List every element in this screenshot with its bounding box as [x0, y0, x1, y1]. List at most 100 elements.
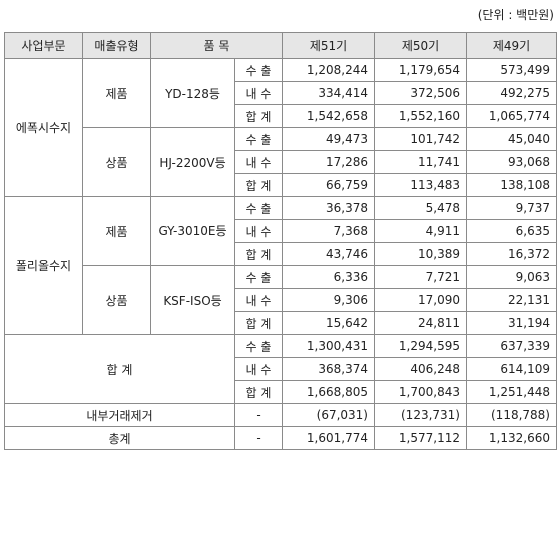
value-cell: 1,668,805: [282, 380, 375, 404]
value-cell: 138,108: [466, 173, 557, 197]
value-cell: 17,286: [282, 150, 375, 174]
table-row: 내 수 17,286 11,741 93,068: [5, 150, 557, 174]
value-cell: 113,483: [374, 173, 467, 197]
value-cell: 43,746: [282, 242, 375, 266]
table-row: 합 계 66,759 113,483 138,108: [5, 173, 557, 197]
header-segment: 사업부문: [4, 32, 83, 59]
table-row: 상품 HJ-2200V등 수 출 49,473 101,742 45,040: [5, 127, 557, 197]
value-cell: 7,721: [374, 265, 467, 289]
row-label: 합 계: [234, 380, 283, 404]
product-item: KSF-ISO등: [150, 265, 235, 335]
value-cell: (67,031): [282, 403, 375, 427]
header-period-49: 제49기: [466, 32, 557, 59]
value-cell: 15,642: [282, 311, 375, 335]
value-cell: 4,911: [374, 219, 467, 243]
value-cell: (118,788): [466, 403, 557, 427]
value-cell: 1,132,660: [466, 426, 557, 450]
value-cell: 6,336: [282, 265, 375, 289]
value-cell: 1,179,654: [374, 58, 467, 82]
value-cell: 9,306: [282, 288, 375, 312]
header-period-51: 제51기: [282, 32, 375, 59]
grand-total-label: 총계: [4, 426, 235, 450]
row-label: 수 출: [234, 58, 283, 82]
elimination-row: 내부거래제거 - (67,031) (123,731) (118,788): [4, 403, 557, 427]
header-item: 품 목: [150, 32, 283, 59]
value-cell: 406,248: [374, 357, 467, 381]
table-row: 합 계 15,642 24,811 31,194: [5, 311, 557, 335]
value-cell: 1,577,112: [374, 426, 467, 450]
sales-type: 상품: [82, 265, 151, 335]
value-cell: 1,601,774: [282, 426, 375, 450]
value-cell: 7,368: [282, 219, 375, 243]
sales-table: 사업부문 매출유형 품 목 제51기 제50기 제49기 에폭시수지 제품 YD…: [4, 32, 557, 450]
row-label: 수 출: [234, 127, 283, 151]
segment-name: 폴리올수지: [4, 196, 83, 335]
row-label: -: [234, 426, 283, 450]
value-cell: 31,194: [466, 311, 557, 335]
table-row: 내 수 9,306 17,090 22,131: [5, 288, 557, 312]
value-cell: 1,700,843: [374, 380, 467, 404]
value-cell: 5,478: [374, 196, 467, 220]
unit-label: (단위 : 백만원): [477, 8, 554, 22]
row-label: 내 수: [234, 357, 283, 381]
table-row: 합 계 수 출 1,300,431 1,294,595 637,339: [4, 334, 557, 404]
value-cell: 22,131: [466, 288, 557, 312]
row-label: 수 출: [234, 196, 283, 220]
value-cell: 637,339: [466, 334, 557, 358]
row-label: 합 계: [234, 173, 283, 197]
row-label: 내 수: [234, 150, 283, 174]
value-cell: 1,542,658: [282, 104, 375, 128]
value-cell: 17,090: [374, 288, 467, 312]
value-cell: 36,378: [282, 196, 375, 220]
value-cell: 93,068: [466, 150, 557, 174]
value-cell: 1,065,774: [466, 104, 557, 128]
table-row: 폴리올수지 제품 GY-3010E등 수 출 36,378 5,478 9,73…: [4, 196, 557, 335]
value-cell: 1,251,448: [466, 380, 557, 404]
sales-type: 제품: [82, 58, 151, 128]
table-row: 내 수 334,414 372,506 492,275: [5, 81, 557, 105]
value-cell: 1,552,160: [374, 104, 467, 128]
header-row: 사업부문 매출유형 품 목 제51기 제50기 제49기: [4, 32, 557, 59]
row-label: 내 수: [234, 288, 283, 312]
table-row: 합 계 43,746 10,389 16,372: [5, 242, 557, 266]
row-label: 내 수: [234, 81, 283, 105]
value-cell: 45,040: [466, 127, 557, 151]
value-cell: 24,811: [374, 311, 467, 335]
product-item: GY-3010E등: [150, 196, 235, 266]
value-cell: 49,473: [282, 127, 375, 151]
value-cell: 492,275: [466, 81, 557, 105]
table-row: 합 계 1,542,658 1,552,160 1,065,774: [5, 104, 557, 128]
row-label: 내 수: [234, 219, 283, 243]
row-label: 합 계: [234, 311, 283, 335]
sales-type: 제품: [82, 196, 151, 266]
value-cell: 11,741: [374, 150, 467, 174]
row-label: -: [234, 403, 283, 427]
row-label: 합 계: [234, 242, 283, 266]
grand-total-row: 총계 - 1,601,774 1,577,112 1,132,660: [4, 426, 557, 450]
table-row: 상품 KSF-ISO등 수 출 6,336 7,721 9,063: [5, 265, 557, 335]
header-period-50: 제50기: [374, 32, 467, 59]
product-item: HJ-2200V등: [150, 127, 235, 197]
header-sales-type: 매출유형: [82, 32, 151, 59]
value-cell: 334,414: [282, 81, 375, 105]
row-label: 수 출: [234, 265, 283, 289]
table-row: 내 수 7,368 4,911 6,635: [5, 219, 557, 243]
value-cell: 368,374: [282, 357, 375, 381]
value-cell: 9,063: [466, 265, 557, 289]
value-cell: 1,294,595: [374, 334, 467, 358]
value-cell: 9,737: [466, 196, 557, 220]
sales-type: 상품: [82, 127, 151, 197]
row-label: 합 계: [234, 104, 283, 128]
row-label: 수 출: [234, 334, 283, 358]
value-cell: 1,300,431: [282, 334, 375, 358]
value-cell: 10,389: [374, 242, 467, 266]
elimination-label: 내부거래제거: [4, 403, 235, 427]
value-cell: 614,109: [466, 357, 557, 381]
value-cell: 6,635: [466, 219, 557, 243]
value-cell: 372,506: [374, 81, 467, 105]
value-cell: 1,208,244: [282, 58, 375, 82]
total-label: 합 계: [4, 334, 235, 404]
table-row: 에폭시수지 제품 YD-128등 수 출 1,208,244 1,179,654…: [4, 58, 557, 197]
value-cell: (123,731): [374, 403, 467, 427]
segment-name: 에폭시수지: [4, 58, 83, 197]
